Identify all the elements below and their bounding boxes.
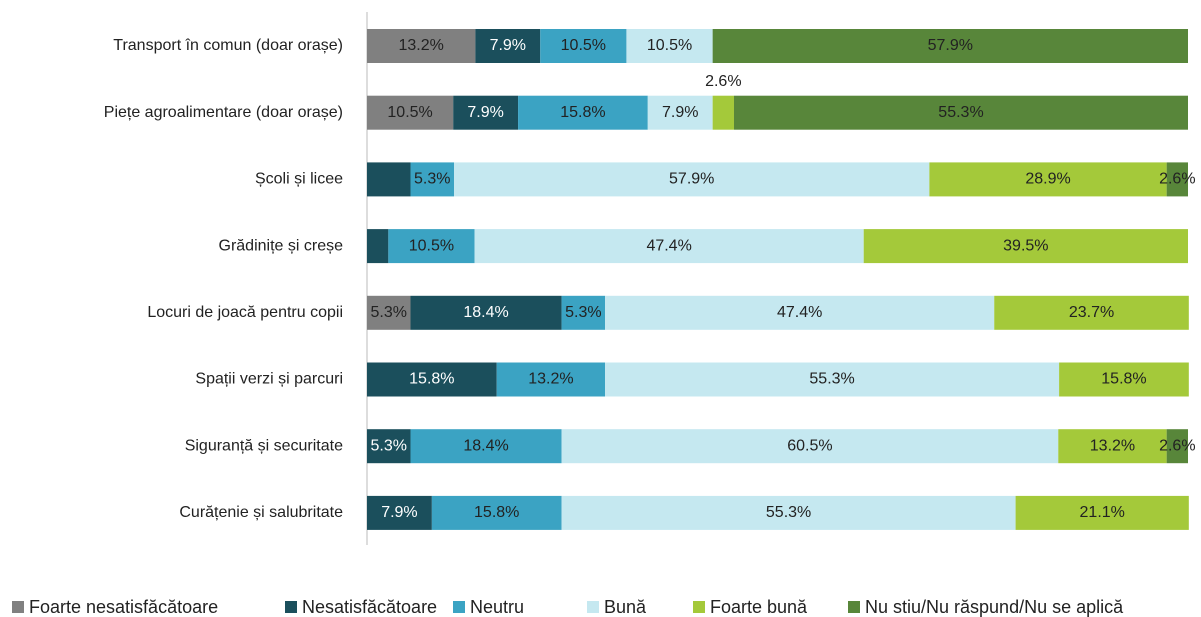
data-label: 10.5% <box>647 37 692 54</box>
bar-segment <box>367 95 454 130</box>
legend-label: Foarte bună <box>710 597 808 617</box>
bar-segment <box>1166 162 1188 197</box>
bar-segment <box>410 295 562 330</box>
category-label: Spații verzi și parcuri <box>195 371 343 388</box>
data-label: 10.5% <box>561 37 606 54</box>
data-label: 13.2% <box>528 371 573 388</box>
data-label: 55.3% <box>809 371 854 388</box>
data-label: 2.6% <box>1159 171 1195 188</box>
data-label: 7.9% <box>467 104 503 121</box>
bar-segment <box>388 229 475 264</box>
bar-segment <box>367 495 432 530</box>
bar-segment <box>605 362 1060 397</box>
data-label: 2.6% <box>1159 437 1195 454</box>
data-label: 2.6% <box>705 73 741 90</box>
bar-segment <box>647 95 713 130</box>
bar-segment <box>1059 362 1189 397</box>
bar-segment <box>1058 429 1167 464</box>
category-label: Locuri de joacă pentru copii <box>147 304 343 321</box>
legend-label: Neutru <box>470 597 524 617</box>
bar-segment <box>454 162 930 197</box>
data-label: 55.3% <box>938 104 983 121</box>
data-label: 18.4% <box>463 304 508 321</box>
legend-swatch <box>848 601 860 613</box>
data-label: 15.8% <box>409 371 454 388</box>
data-label: 5.3% <box>414 171 450 188</box>
category-label: Transport în comun (doar orașe) <box>113 37 343 54</box>
legend-swatch <box>285 601 297 613</box>
data-label: 15.8% <box>560 104 605 121</box>
bar-segment <box>367 295 411 330</box>
bar-segment <box>733 95 1188 130</box>
bar-segment <box>994 295 1189 330</box>
data-label: 28.9% <box>1025 171 1070 188</box>
bar-segment <box>712 29 1188 63</box>
bar-segment <box>367 29 476 63</box>
bar-segment <box>367 229 389 264</box>
data-label: 39.5% <box>1003 237 1048 254</box>
bar-segment <box>367 429 411 464</box>
bar-segment <box>561 429 1059 464</box>
data-label: 13.2% <box>398 37 443 54</box>
bar-segment <box>1166 429 1188 464</box>
data-label: 18.4% <box>463 437 508 454</box>
bar-segment <box>367 162 411 197</box>
category-label: Școli și licee <box>255 171 343 188</box>
category-label: Piețe agroalimentare (doar orașe) <box>104 104 343 121</box>
bar-segment <box>1015 495 1189 530</box>
data-label: 10.5% <box>409 237 454 254</box>
data-label: 21.1% <box>1080 504 1125 521</box>
legend-swatch <box>693 601 705 613</box>
data-label: 23.7% <box>1069 304 1114 321</box>
legend-swatch <box>12 601 24 613</box>
data-label: 15.8% <box>1101 371 1146 388</box>
data-label: 5.3% <box>565 304 601 321</box>
category-label: Grădinițe și creșe <box>219 237 344 254</box>
legend-label: Bună <box>604 597 647 617</box>
data-label: 47.4% <box>777 304 822 321</box>
data-label: 7.9% <box>381 504 417 521</box>
bar-segment <box>474 229 864 264</box>
data-label: 7.9% <box>662 104 698 121</box>
bar-segment <box>929 162 1167 197</box>
data-label: 5.3% <box>371 304 407 321</box>
bar-segment <box>626 29 713 63</box>
bar-segment <box>561 295 606 330</box>
bar-segment <box>410 429 562 464</box>
bar-segment <box>410 162 455 197</box>
bar-segment <box>475 29 541 63</box>
data-label: 57.9% <box>928 37 973 54</box>
bar-segment <box>518 95 648 130</box>
bar-segment <box>605 295 995 330</box>
data-label: 5.3% <box>371 437 407 454</box>
data-label: 57.9% <box>669 171 714 188</box>
legend-swatch <box>453 601 465 613</box>
legend-label: Nesatisfăcătoare <box>302 597 437 617</box>
category-label: Curățenie și salubritate <box>179 504 343 521</box>
data-label: 7.9% <box>490 37 526 54</box>
data-label: 13.2% <box>1090 437 1135 454</box>
bar-segment <box>712 95 734 130</box>
data-label: 47.4% <box>646 237 691 254</box>
legend-label: Nu stiu/Nu răspund/Nu se aplică <box>865 597 1124 617</box>
data-label: 55.3% <box>766 504 811 521</box>
bar-segment <box>367 362 497 397</box>
bar-segment <box>863 229 1188 264</box>
legend-swatch <box>587 601 599 613</box>
data-label: 10.5% <box>387 104 432 121</box>
data-label: 15.8% <box>474 504 519 521</box>
data-label: 60.5% <box>787 437 832 454</box>
bar-segment <box>431 495 562 530</box>
bar-segment <box>540 29 627 63</box>
bar-segment <box>453 95 519 130</box>
bar-segment <box>561 495 1016 530</box>
bar-segment <box>496 362 606 397</box>
legend-label: Foarte nesatisfăcătoare <box>29 597 218 617</box>
category-label: Siguranță și securitate <box>185 437 343 454</box>
